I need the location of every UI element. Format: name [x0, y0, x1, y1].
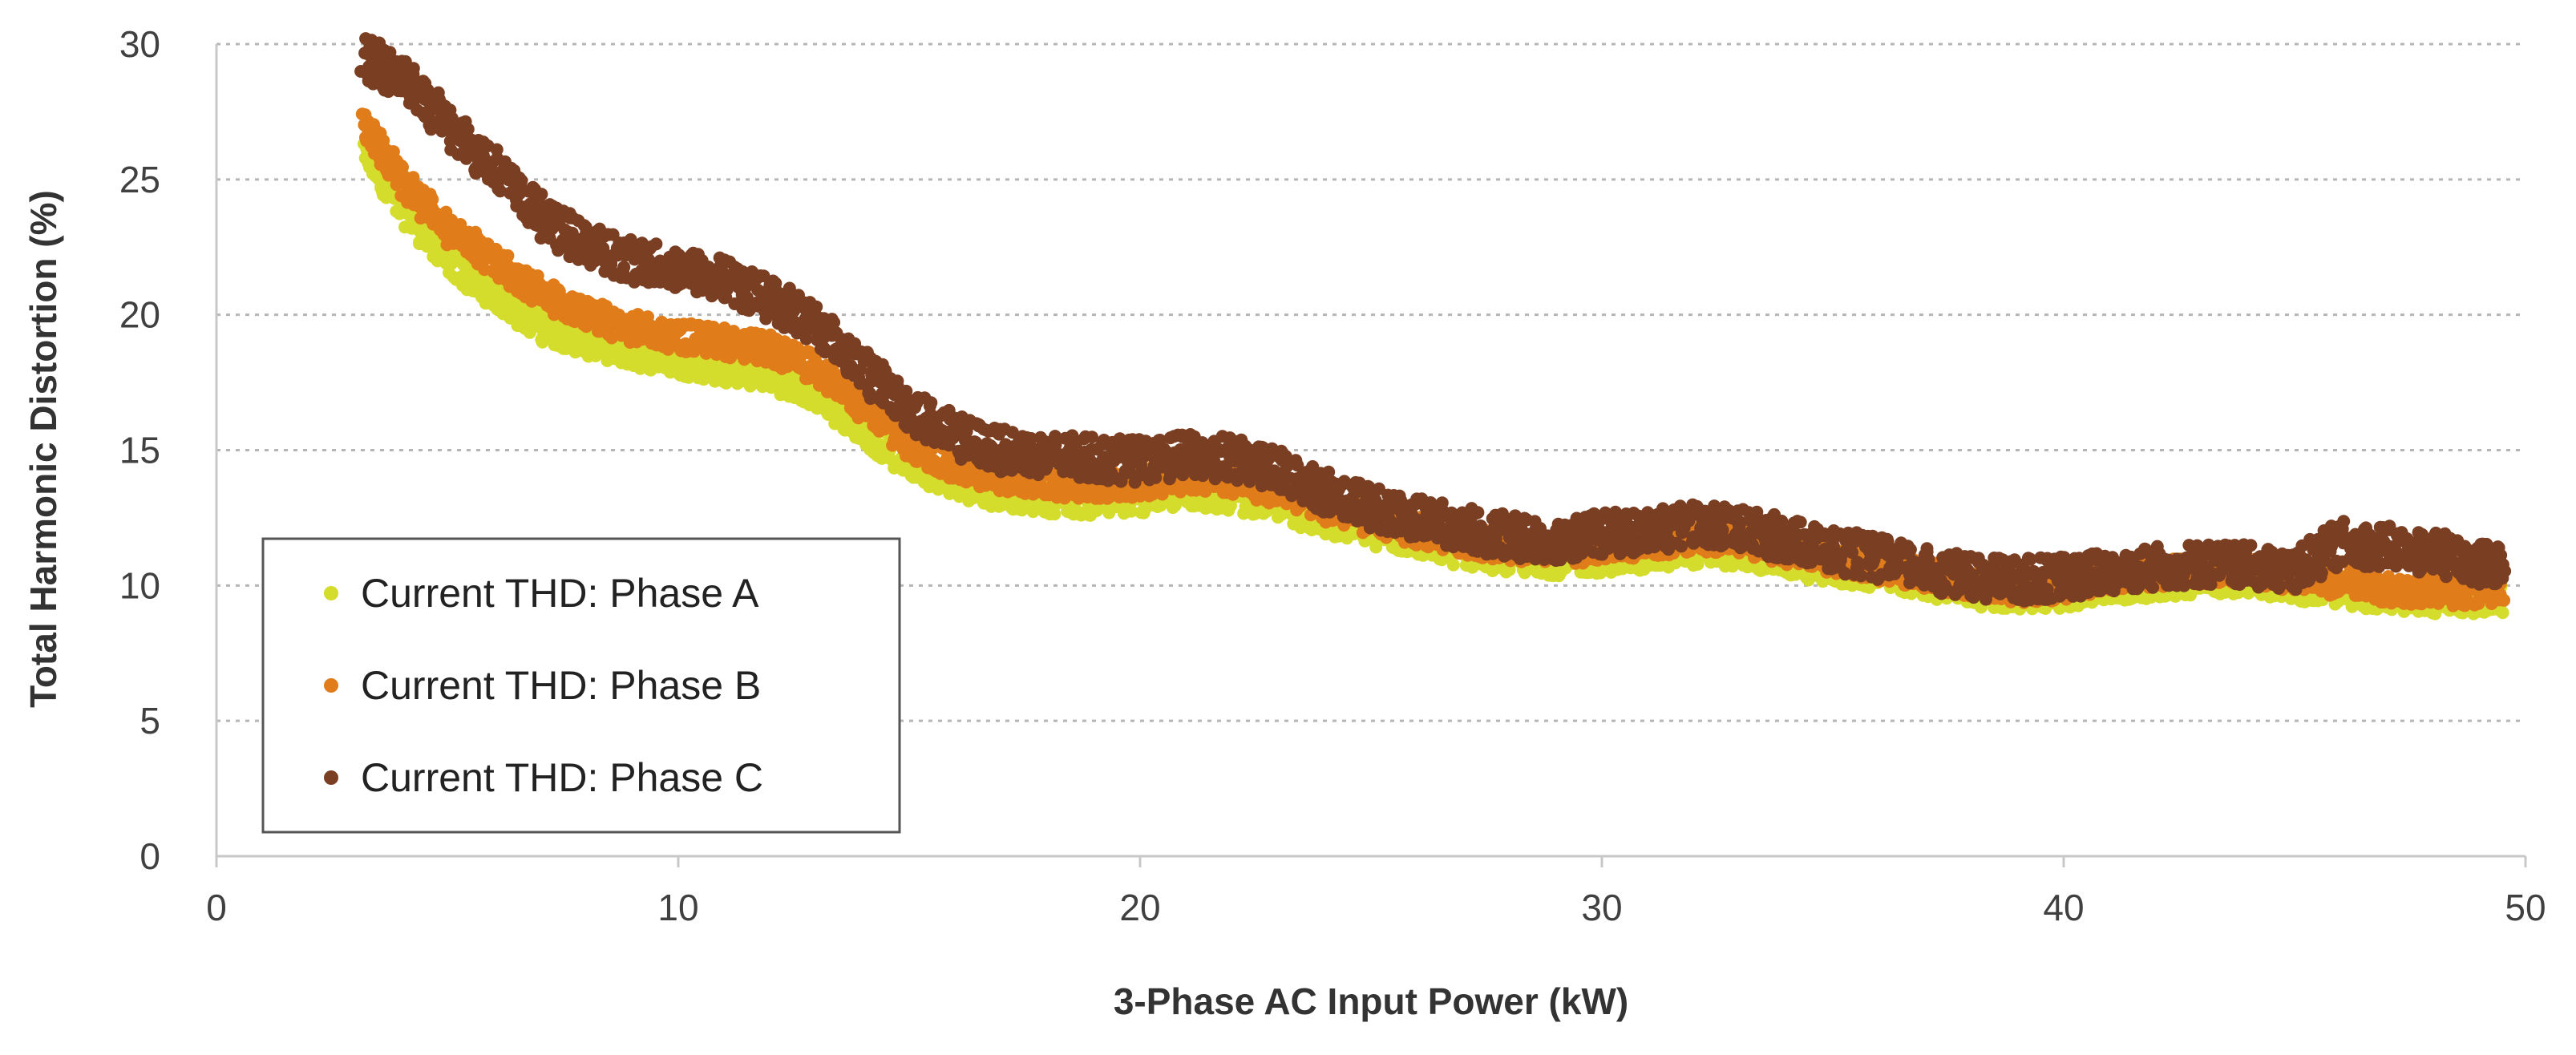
data-point [1447, 559, 1460, 572]
y-tick-label: 15 [119, 430, 160, 471]
x-tick-label: 10 [657, 887, 698, 928]
data-points [354, 32, 2511, 620]
data-point [744, 380, 757, 393]
y-tick-label: 30 [119, 23, 160, 65]
data-point [535, 311, 548, 324]
x-tick-labels: 0 10 20 30 40 50 [206, 856, 2546, 928]
data-point [1169, 499, 1182, 511]
y-tick-labels: 0 5 10 15 20 25 30 [119, 23, 160, 877]
y-tick-label: 20 [119, 294, 160, 336]
x-tick-label: 50 [2505, 887, 2546, 928]
x-tick-label: 40 [2043, 887, 2084, 928]
x-tick-label: 20 [1119, 887, 1160, 928]
y-tick-label: 10 [119, 564, 160, 606]
y-tick-label: 5 [140, 700, 160, 742]
data-point [499, 252, 512, 265]
y-tick-label: 0 [140, 835, 160, 877]
y-tick-label: 25 [119, 159, 160, 200]
x-tick-label: 0 [206, 887, 227, 928]
x-tick-label: 30 [1581, 887, 1622, 928]
